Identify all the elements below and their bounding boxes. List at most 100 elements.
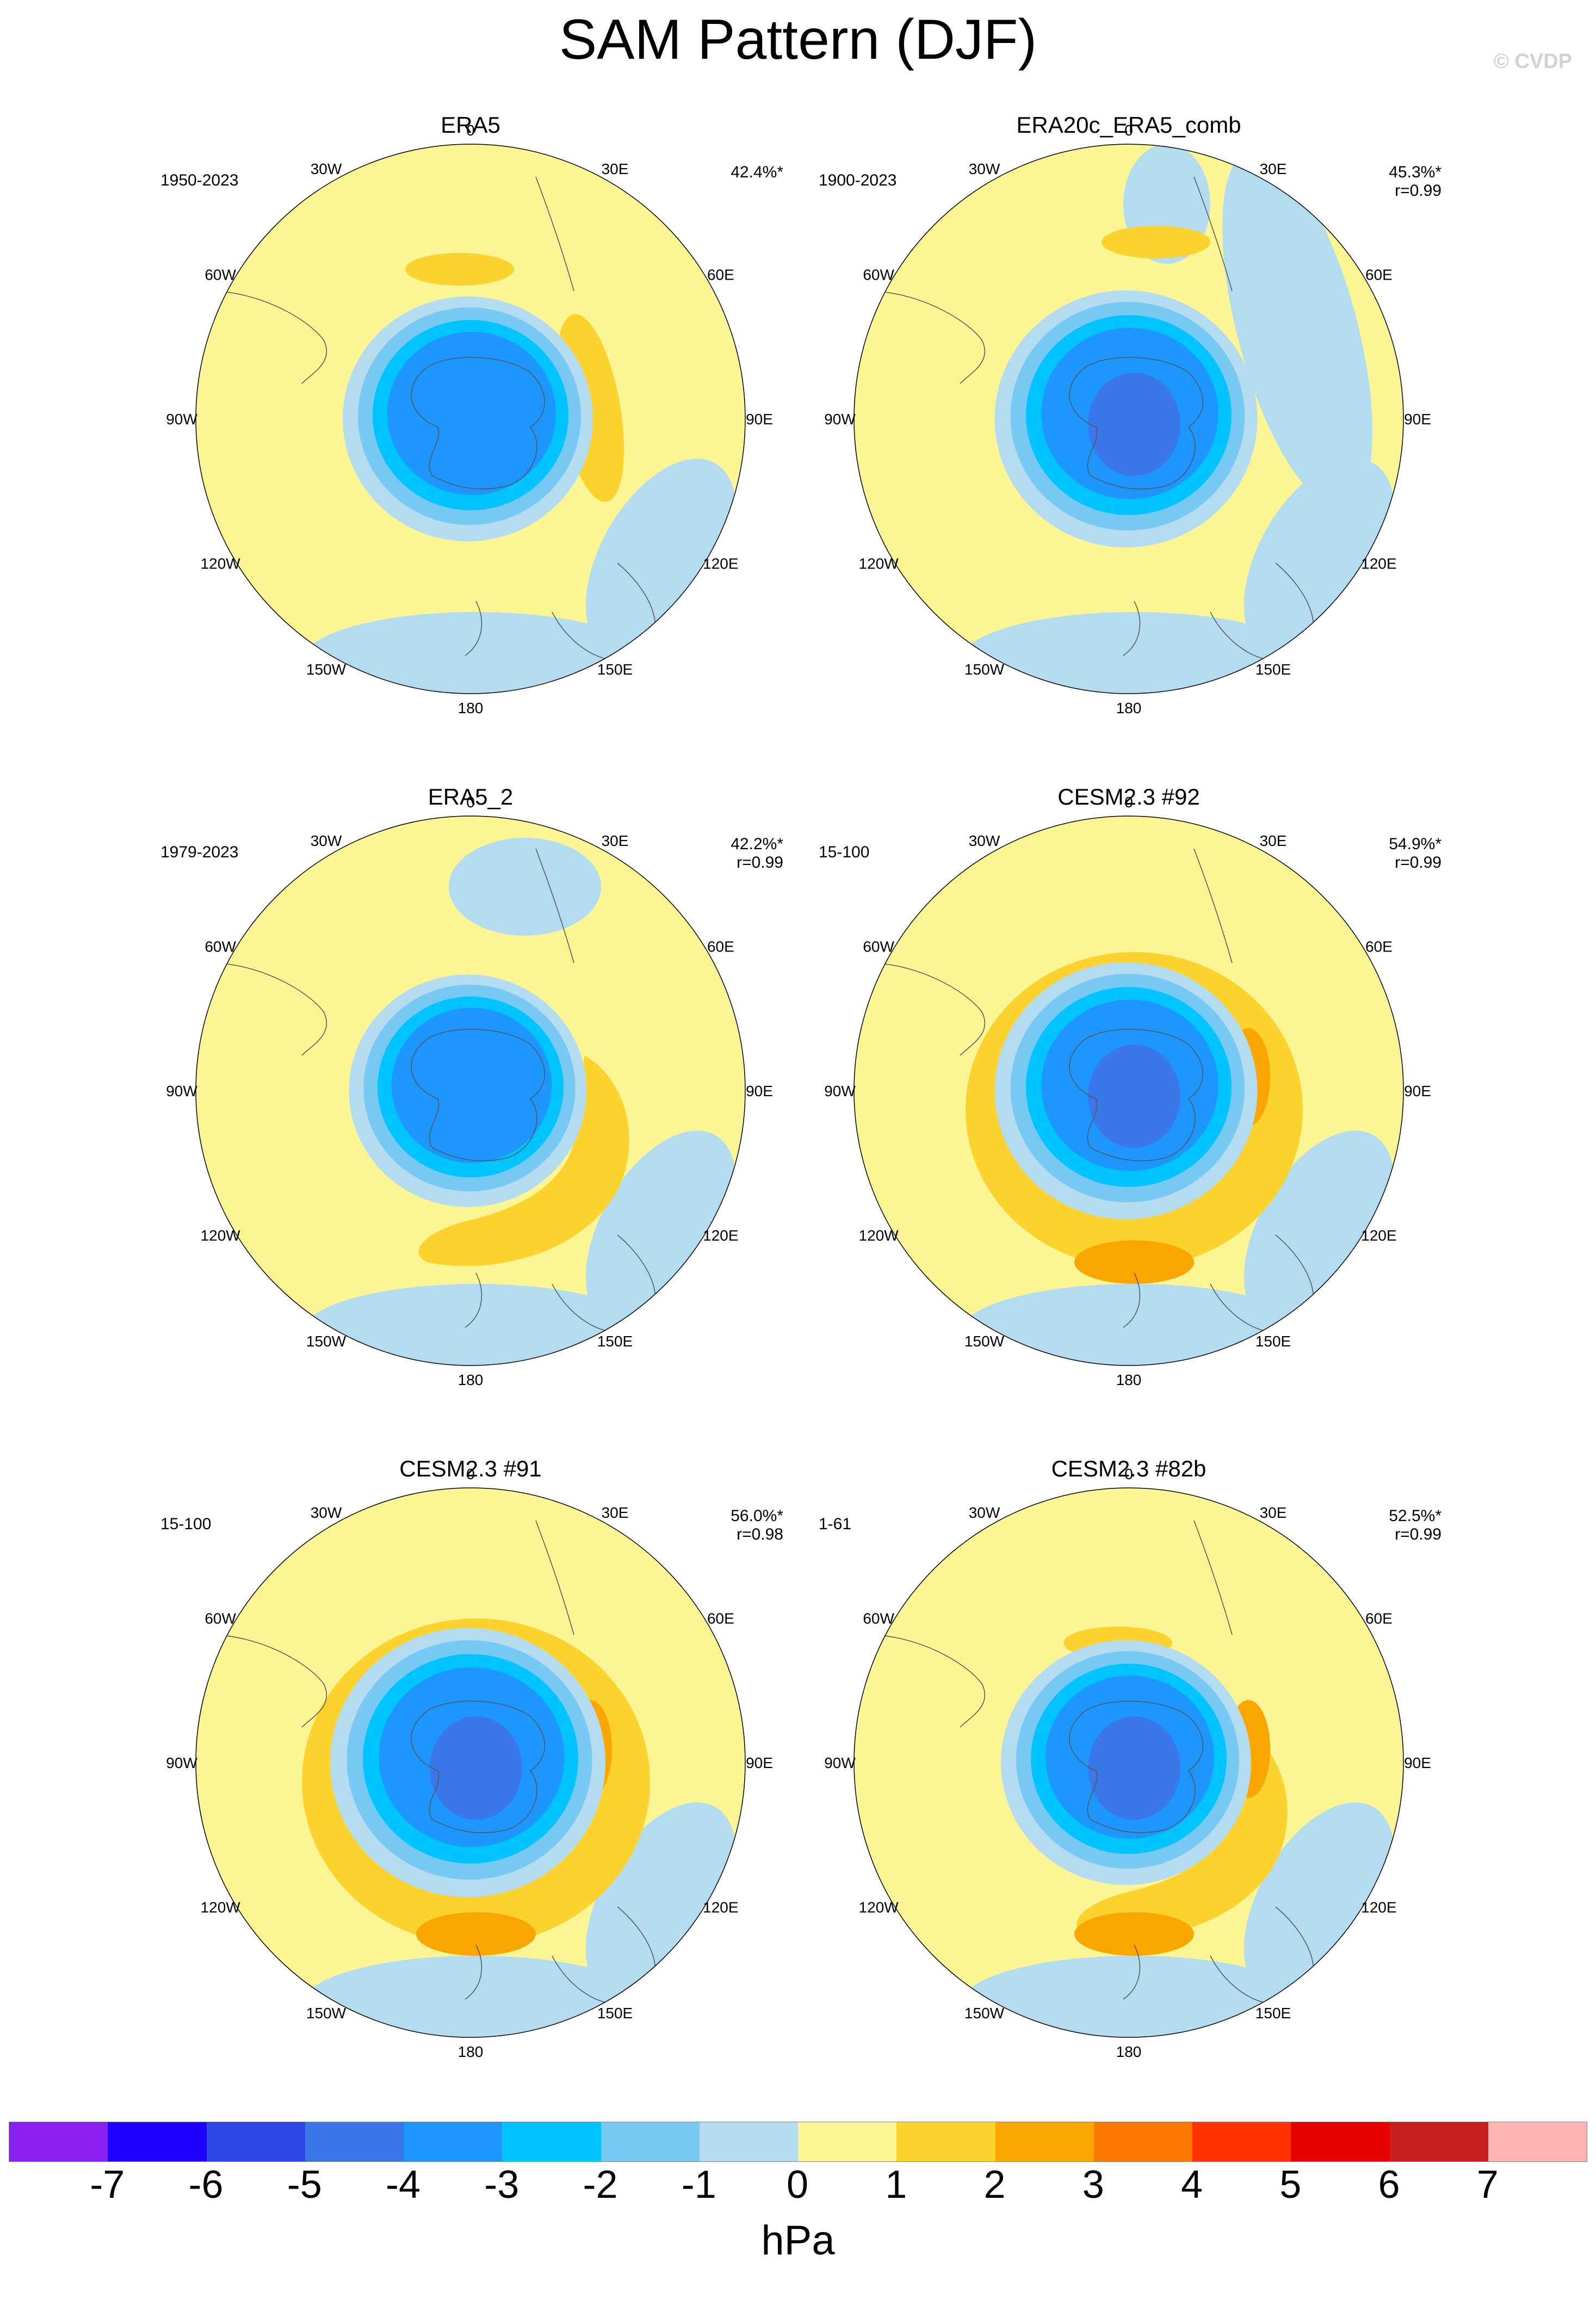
map-border xyxy=(853,144,1404,694)
pattern-corr: r=0.98 xyxy=(737,1525,783,1543)
colorbar-tick-label: -1 xyxy=(681,2163,716,2207)
new-zealand-coastline xyxy=(1123,1272,1141,1328)
longitude-label: 60E xyxy=(1365,267,1393,283)
longitude-label: 30E xyxy=(602,832,629,849)
longitude-label: 60W xyxy=(205,938,236,955)
longitude-label: 90E xyxy=(746,1754,773,1771)
stats-label: 45.3%* r=0.99 xyxy=(1311,163,1442,200)
colorbar-swatch xyxy=(502,2122,601,2161)
new-zealand-coastline xyxy=(465,601,482,656)
longitude-label: 60E xyxy=(707,1610,734,1627)
longitude-label: 90E xyxy=(746,1083,773,1099)
positive-anomaly-core xyxy=(1074,1912,1194,1956)
variance-pct: 45.3%* xyxy=(1389,163,1442,181)
longitude-label: 90W xyxy=(824,411,856,428)
colorbar-tick-label: 1 xyxy=(885,2163,907,2207)
variance-pct: 52.5%* xyxy=(1389,1507,1442,1525)
longitude-label: 150E xyxy=(1255,2005,1291,2022)
new-zealand-coastline xyxy=(1123,601,1141,656)
longitude-label: 120W xyxy=(859,1899,899,1916)
figure-title: SAM Pattern (DJF) xyxy=(559,8,1037,71)
south-america-coastline xyxy=(209,962,327,1056)
colorbar-tick-label: -3 xyxy=(484,2163,519,2207)
polar-map: 0 30E 60E 90E 120E 150E 180 150W 120W 90W 60W 30W xyxy=(166,1466,773,2060)
longitude-label: 180 xyxy=(458,1371,484,1388)
longitude-label: 150E xyxy=(597,661,633,678)
longitude-label: 150E xyxy=(597,1333,633,1350)
longitude-label: 90W xyxy=(824,1754,856,1771)
longitude-label: 90E xyxy=(1404,411,1431,428)
longitude-label: 120E xyxy=(703,1899,738,1916)
negative-anomaly-region xyxy=(1222,150,1372,509)
africa-coastline xyxy=(535,1520,574,1635)
panel-title: CESM2.3 #91 xyxy=(399,1456,542,1481)
longitude-label: 150W xyxy=(306,2005,347,2022)
longitude-label: 60E xyxy=(1365,938,1393,955)
antarctica-coastline xyxy=(1069,1029,1203,1161)
stats-label: 42.2%* r=0.99 xyxy=(653,835,783,872)
longitude-label: 150E xyxy=(1255,661,1291,678)
new-zealand-coastline xyxy=(465,1944,482,2000)
longitude-label: 90E xyxy=(1404,1754,1431,1771)
panel-title: CESM2.3 #82b xyxy=(1051,1456,1207,1481)
longitude-label: 60W xyxy=(863,938,894,955)
longitude-label: 120E xyxy=(1361,1899,1396,1916)
colorbar-tick-label: 4 xyxy=(1180,2163,1203,2207)
longitude-label: 30E xyxy=(1260,1504,1287,1521)
south-america-coastline xyxy=(867,1634,986,1728)
colorbar-tick-label: -6 xyxy=(188,2163,224,2207)
negative-core-ring-5 xyxy=(403,345,544,481)
map-border xyxy=(195,815,746,1366)
period-label: 1950-2023 xyxy=(160,171,239,189)
longitude-label: 90W xyxy=(166,1083,197,1099)
period-label: 15-100 xyxy=(160,1515,212,1533)
longitude-label: 150E xyxy=(597,2005,633,2022)
longitude-label: 60E xyxy=(707,267,734,283)
longitude-label: 180 xyxy=(1116,700,1142,716)
longitude-label: 30W xyxy=(311,1504,342,1521)
variance-pct: 54.9%* xyxy=(1389,835,1442,853)
colorbar-swatch xyxy=(601,2122,700,2161)
polar-map: 0 30E 60E 90E 120E 150E 180 150W 120W 90W 60W 30W xyxy=(166,794,773,1388)
longitude-label: 150E xyxy=(1255,1333,1291,1350)
longitude-label: 90E xyxy=(746,411,773,428)
credit-watermark: © CVDP xyxy=(1493,50,1572,73)
positive-anomaly-core xyxy=(1074,1240,1194,1284)
positive-anomaly-region xyxy=(1102,226,1210,258)
colorbar-tick-label: 2 xyxy=(983,2163,1006,2207)
longitude-label: 0 xyxy=(466,122,475,139)
pattern-corr: r=0.99 xyxy=(1395,1525,1442,1543)
longitude-label: 120W xyxy=(859,555,899,572)
negative-core-center xyxy=(1088,1716,1180,1820)
longitude-label: 150W xyxy=(964,1333,1005,1350)
panel-title: ERA5_2 xyxy=(428,784,514,809)
longitude-label: 120E xyxy=(1361,1227,1396,1244)
colorbar-ticks: -7 -6 -5 -4 -3 -2 -1 0 1 2 3 4 5 6 7 xyxy=(0,2162,1596,2217)
longitude-label: 150W xyxy=(306,1333,347,1350)
positive-anomaly-region xyxy=(405,253,514,286)
colorbar-swatch xyxy=(9,2122,108,2161)
antarctica-coastline xyxy=(1069,357,1203,490)
colorbar-tick-label: 3 xyxy=(1082,2163,1104,2207)
antarctica-coastline xyxy=(411,357,545,490)
antarctica-coastline xyxy=(411,1701,545,1833)
longitude-label: 30W xyxy=(969,160,1000,177)
longitude-label: 30W xyxy=(311,832,342,849)
panel-title: CESM2.3 #92 xyxy=(1057,784,1200,809)
longitude-label: 180 xyxy=(1116,1371,1142,1388)
map-border xyxy=(195,144,746,694)
map-border xyxy=(195,1487,746,2038)
longitude-label: 30W xyxy=(311,160,342,177)
longitude-label: 0 xyxy=(1124,1466,1133,1482)
period-label: 1979-2023 xyxy=(160,843,239,861)
variance-pct: 42.4%* xyxy=(731,163,783,181)
map-border xyxy=(853,815,1404,1366)
longitude-label: 150W xyxy=(964,661,1005,678)
longitude-label: 120W xyxy=(201,1899,241,1916)
longitude-label: 120E xyxy=(703,555,738,572)
period-label: 1-61 xyxy=(819,1515,852,1533)
map-panel-3: ERA5_2 0 30E 60E 90E 120E 150E 180 150W 120W 90W 6… xyxy=(160,783,906,1442)
colorbar-swatch xyxy=(995,2122,1094,2161)
africa-coastline xyxy=(535,848,574,963)
colorbar-tick-label: 0 xyxy=(786,2163,809,2207)
